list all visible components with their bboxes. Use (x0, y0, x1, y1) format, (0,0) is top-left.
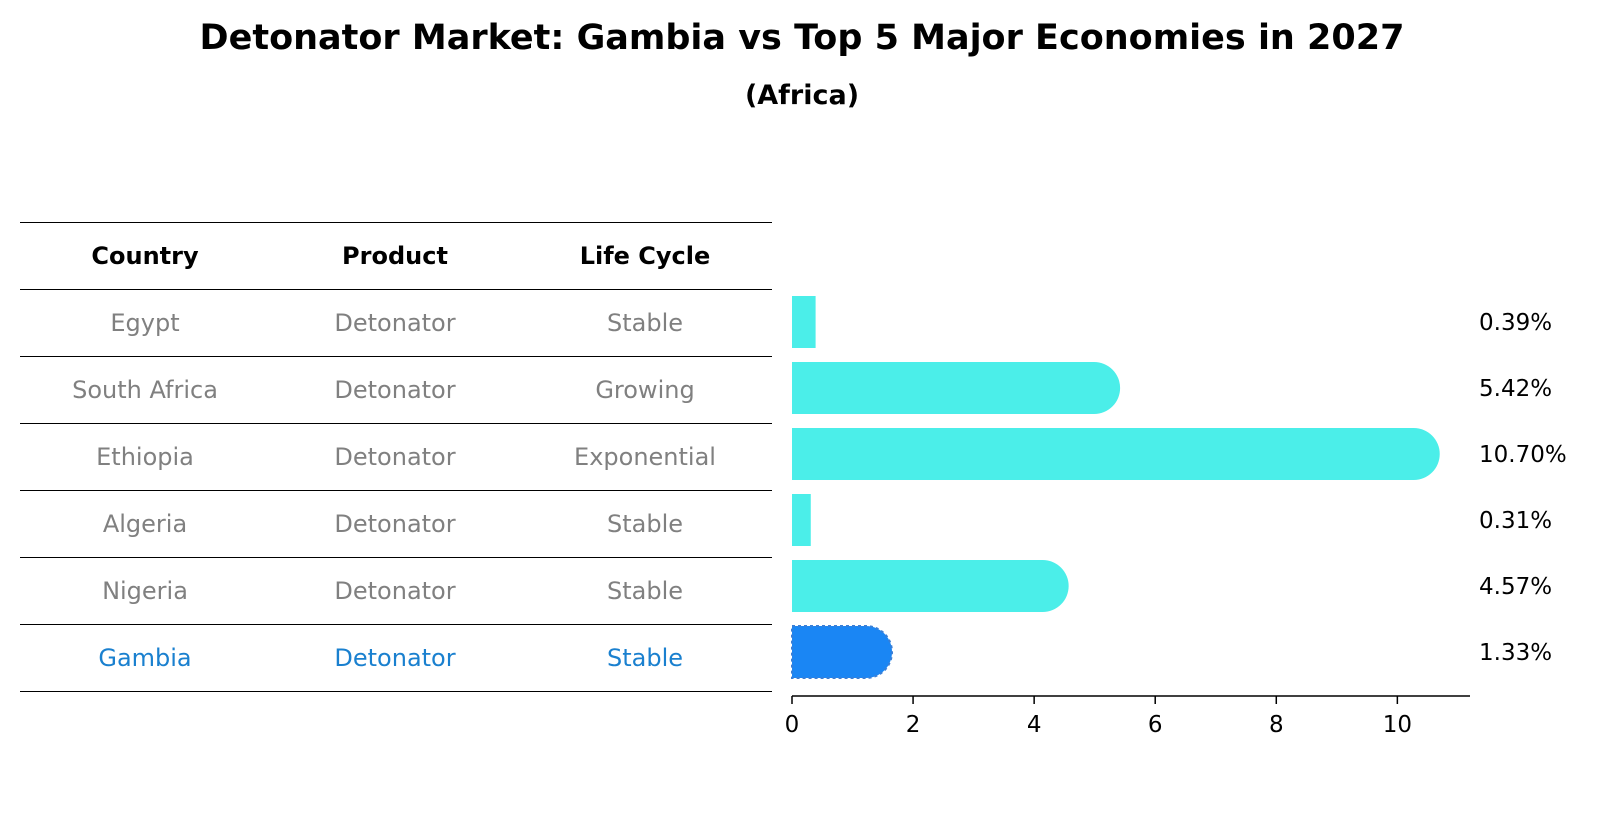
country-table: Country Product Life Cycle Egypt Detonat… (20, 222, 772, 692)
cell-country: Ethiopia (96, 443, 194, 471)
cell-country: Nigeria (102, 577, 188, 605)
cell-country: Gambia (98, 644, 192, 672)
cell-life-cycle: Stable (606, 577, 684, 605)
cell-life-cycle: Stable (606, 644, 684, 672)
cell-product: Detonator (334, 510, 456, 538)
cell-country: South Africa (72, 376, 218, 404)
table-row: Egypt Detonator Stable (20, 289, 772, 356)
table-row: Algeria Detonator Stable (20, 490, 772, 557)
chart-title: Detonator Market: Gambia vs Top 5 Major … (199, 18, 1405, 58)
x-tick-label: 6 (1148, 712, 1163, 738)
cell-life-cycle: Stable (606, 510, 684, 538)
cell-product: Detonator (334, 577, 456, 605)
bar-gambia (791, 625, 894, 679)
header-product: Product (342, 242, 448, 270)
x-tick-label: 4 (1027, 712, 1042, 738)
bar-nigeria (792, 560, 1069, 612)
cell-product: Detonator (334, 443, 456, 471)
bar-value-label: 0.31% (1479, 508, 1552, 534)
cell-product: Detonator (334, 376, 456, 404)
bar-value-label: 10.70% (1479, 442, 1567, 468)
cell-product: Detonator (334, 309, 456, 337)
bar-ethiopia (792, 428, 1440, 480)
bar-south-africa (792, 362, 1121, 414)
chart-subtitle: (Africa) (744, 80, 860, 111)
bar-algeria (792, 494, 811, 546)
x-tick-label: 0 (785, 712, 800, 738)
cell-life-cycle: Exponential (574, 443, 716, 471)
bar-egypt (792, 296, 816, 348)
table-header-row: Country Product Life Cycle (20, 222, 772, 289)
bar-value-label: 4.57% (1479, 574, 1552, 600)
cell-country: Egypt (110, 309, 180, 337)
bar-value-label: 1.33% (1479, 640, 1552, 666)
table-row: Ethiopia Detonator Exponential (20, 423, 772, 490)
x-tick-label: 2 (906, 712, 921, 738)
cell-country: Algeria (102, 510, 188, 538)
x-tick-label: 10 (1383, 712, 1412, 738)
table-row: Nigeria Detonator Stable (20, 557, 772, 624)
header-country: Country (91, 242, 199, 270)
table-row-highlight: Gambia Detonator Stable (20, 624, 772, 692)
bar-value-label: 0.39% (1479, 310, 1552, 336)
cell-life-cycle: Growing (595, 376, 695, 404)
x-tick-label: 8 (1269, 712, 1284, 738)
cell-life-cycle: Stable (606, 309, 684, 337)
table-row: South Africa Detonator Growing (20, 356, 772, 423)
bar-value-label: 5.42% (1479, 376, 1552, 402)
cell-product: Detonator (334, 644, 456, 672)
header-life-cycle: Life Cycle (579, 242, 711, 270)
